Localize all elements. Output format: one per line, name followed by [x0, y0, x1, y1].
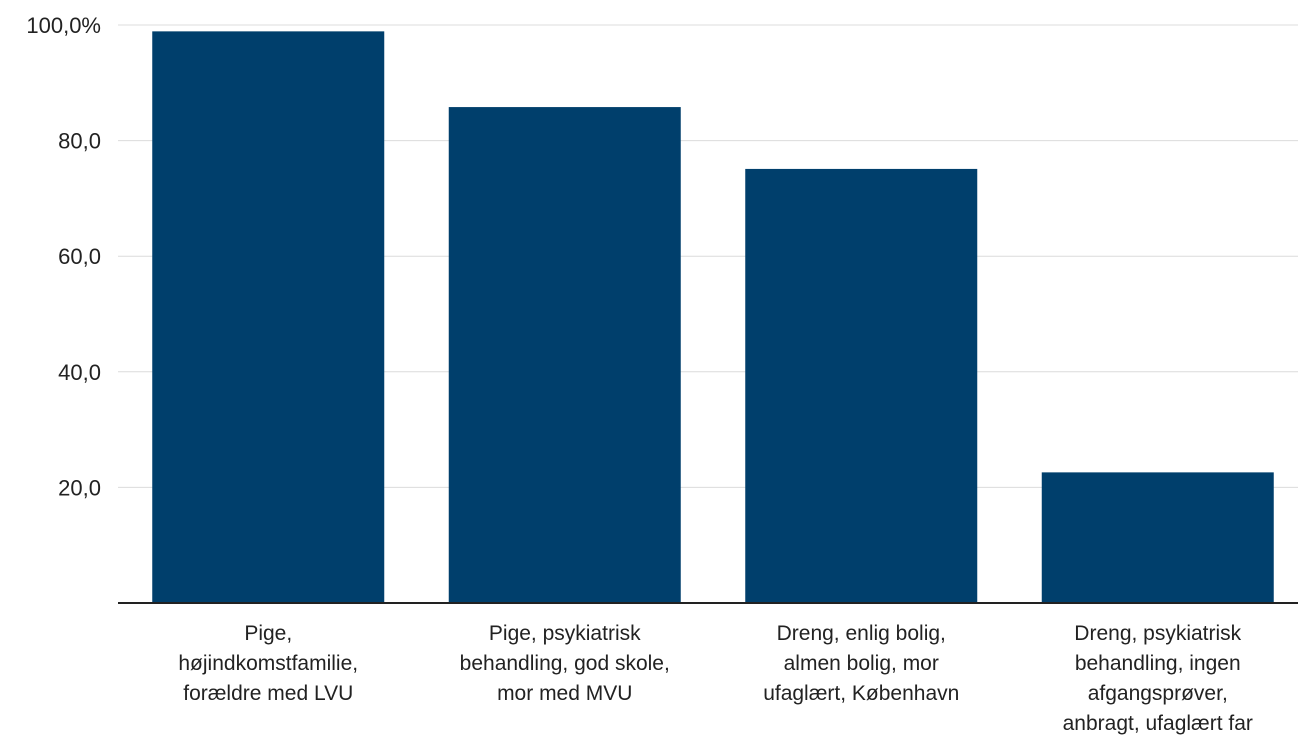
category-label: Dreng, psykiatrisk behandling, ingen afgan… — [1063, 622, 1253, 735]
category-label-line: behandling, ingen — [1075, 652, 1241, 675]
category-label: Pige, højindkomstfamilie, forældre med LVU — [178, 622, 358, 705]
bar — [448, 107, 681, 604]
category-label-line: almen bolig, mor — [784, 652, 939, 675]
category-label: Pige, psykiatrisk behandling, god skole, m… — [460, 622, 670, 705]
category-label-line: Dreng, psykiatrisk — [1074, 622, 1241, 645]
category-label-line: afgangsprøver, — [1088, 682, 1228, 705]
category-label-line: højindkomstfamilie, — [178, 652, 358, 675]
category-label-line: Pige, — [244, 622, 292, 645]
category-label-line: anbragt, ufaglært far — [1063, 712, 1253, 735]
x-axis-category-labels: Pige, højindkomstfamilie, forældre med LVU… — [178, 622, 1253, 735]
category-label-line: mor med MVU — [497, 682, 632, 705]
category-label-line: behandling, god skole, — [460, 652, 670, 675]
y-axis-tick-labels: 20,0 40,0 60,0 80,0 100,0% — [26, 13, 101, 500]
bar — [152, 31, 385, 604]
category-label-line: forældre med LVU — [183, 682, 353, 705]
bar — [1041, 472, 1274, 603]
bars — [152, 31, 1274, 604]
category-label-line: Dreng, enlig bolig, — [777, 622, 946, 645]
y-tick-label: 20,0 — [58, 475, 101, 500]
y-tick-label: 80,0 — [58, 129, 101, 154]
category-label: Dreng, enlig bolig, almen bolig, mor ufagl… — [763, 622, 959, 705]
y-tick-label: 60,0 — [58, 244, 101, 269]
y-tick-label: 40,0 — [58, 360, 101, 385]
category-label-line: ufaglært, København — [763, 682, 959, 705]
bar — [745, 168, 978, 603]
y-tick-label: 100,0% — [26, 13, 101, 38]
category-label-line: Pige, psykiatrisk — [489, 622, 641, 645]
